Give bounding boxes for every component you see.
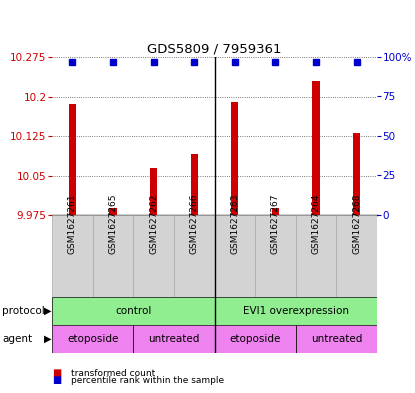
Bar <box>215 297 377 325</box>
Text: GSM1627263: GSM1627263 <box>230 194 239 254</box>
Text: GSM1627261: GSM1627261 <box>68 194 77 254</box>
Bar <box>215 325 296 353</box>
Text: control: control <box>115 306 151 316</box>
Text: ■: ■ <box>52 368 61 378</box>
Text: ■: ■ <box>52 375 61 385</box>
Text: ▶: ▶ <box>44 334 51 344</box>
Title: GDS5809 / 7959361: GDS5809 / 7959361 <box>147 43 282 56</box>
Text: GSM1627265: GSM1627265 <box>108 194 117 254</box>
Bar <box>353 133 360 215</box>
Bar <box>296 215 337 297</box>
Text: percentile rank within the sample: percentile rank within the sample <box>71 376 224 385</box>
Text: etoposide: etoposide <box>67 334 118 344</box>
Bar <box>150 167 157 215</box>
Bar <box>93 215 133 297</box>
Bar <box>109 208 117 215</box>
Bar <box>337 215 377 297</box>
Bar <box>133 215 174 297</box>
Text: EVI1 overexpression: EVI1 overexpression <box>243 306 349 316</box>
Text: GSM1627266: GSM1627266 <box>190 194 199 254</box>
Bar <box>272 208 279 215</box>
Text: etoposide: etoposide <box>229 334 281 344</box>
Text: protocol: protocol <box>2 306 45 316</box>
Bar <box>312 81 320 215</box>
Text: GSM1627267: GSM1627267 <box>271 194 280 254</box>
Bar <box>52 215 93 297</box>
Text: GSM1627268: GSM1627268 <box>352 194 361 254</box>
Text: agent: agent <box>2 334 32 344</box>
Text: GSM1627264: GSM1627264 <box>312 194 320 254</box>
Text: ▶: ▶ <box>44 306 51 316</box>
Bar <box>215 215 255 297</box>
Text: untreated: untreated <box>311 334 362 344</box>
Bar <box>231 102 239 215</box>
Bar <box>52 325 133 353</box>
Text: transformed count: transformed count <box>71 369 155 378</box>
Bar <box>190 154 198 215</box>
Bar <box>174 215 215 297</box>
Bar <box>296 325 377 353</box>
Bar <box>255 215 296 297</box>
Text: GSM1627262: GSM1627262 <box>149 194 158 254</box>
Bar <box>52 297 215 325</box>
Bar <box>133 325 215 353</box>
Bar <box>68 105 76 215</box>
Text: untreated: untreated <box>148 334 200 344</box>
